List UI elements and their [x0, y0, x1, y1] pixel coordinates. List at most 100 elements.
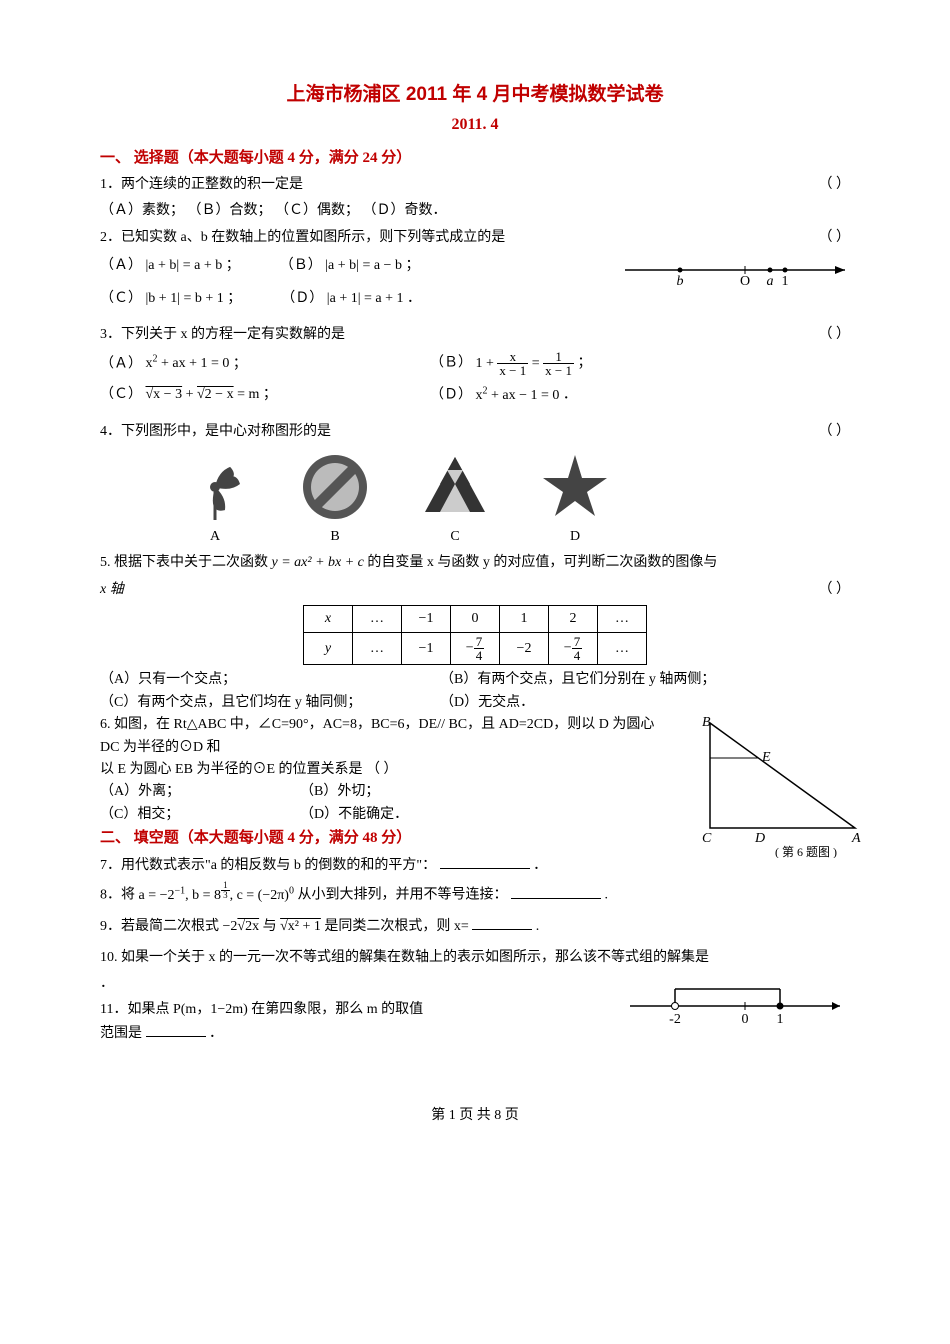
t-m1: −1	[402, 605, 451, 632]
page-title: 上海市杨浦区 2011 年 4 月中考模拟数学试卷	[100, 80, 850, 110]
q4-paren: （ ）	[819, 421, 851, 443]
t-y: y	[304, 633, 353, 665]
q3-a-eq: x2 + ax + 1 = 0	[146, 356, 230, 371]
q5-mid: 的自变量 x 与函数 y 的对应值，可判断二次函数的图像与	[367, 555, 717, 570]
question-8: 8．将 a = −2−1, b = 813, c = (−2π)0 从小到大排列…	[100, 881, 850, 907]
q3-paren: （ ）	[819, 324, 851, 346]
t-d4: …	[598, 633, 647, 665]
q5-paren: （ ）	[819, 579, 851, 601]
q9-r1: −2√2x	[223, 919, 260, 934]
q2-a-label: （Ａ）	[100, 258, 142, 273]
q2-d-eq: |a + 1| = a + 1	[327, 291, 404, 306]
no-entry-icon	[300, 452, 370, 522]
question-4: 4．下列图形中，是中心对称图形的是 （ ）	[100, 421, 850, 443]
t-x: x	[304, 605, 353, 632]
q4-stem: 4．下列图形中，是中心对称图形的是	[100, 424, 331, 439]
q8-pre: 8．将	[100, 888, 139, 903]
q3-b-eq: 1 + xx − 1 = 1x − 1	[476, 356, 578, 371]
q3-b-label: （Ｂ）	[430, 356, 472, 371]
q9-post: 是同类二次根式，则 x=	[324, 919, 468, 934]
q8-post: 从小到大排列，并用不等号连接：	[297, 888, 507, 903]
q1-stem: 1．两个连续的正整数的积一定是	[100, 177, 303, 192]
q9-end: .	[536, 919, 540, 934]
question-9: 9．若最简二次根式 −2√2x 与 √x² + 1 是同类二次根式，则 x= .	[100, 915, 850, 938]
q1-options: （Ａ）素数； （Ｂ）合数； （Ｃ）偶数； （Ｄ）奇数．	[100, 200, 850, 222]
star-icon	[540, 452, 610, 522]
q4-label-c: C	[420, 526, 490, 548]
pt-d: D	[754, 831, 765, 846]
question-2: 2．已知实数 a、b 在数轴上的位置如图所示，则下列等式成立的是 （ ）	[100, 227, 850, 249]
numline-a: a	[767, 274, 774, 289]
q1-paren: （ ）	[819, 174, 851, 196]
t-ym1: −1	[402, 633, 451, 665]
fan-icon	[180, 452, 250, 522]
q5-pre: 5. 根据下表中关于二次函数	[100, 555, 272, 570]
q4-label-d: D	[540, 526, 610, 548]
q5-opt-b: （B）有两个交点，且它们分别在 y 轴两侧；	[440, 669, 715, 691]
q9-blank	[472, 915, 532, 930]
q2-stem: 2．已知实数 a、b 在数轴上的位置如图所示，则下列等式成立的是	[100, 230, 505, 245]
q5-opt-a: （A）只有一个交点；	[100, 669, 440, 691]
q3-c-eq: √x − 3 + √2 − x = m	[146, 387, 260, 402]
q2-d-label: （Ｄ）	[281, 291, 323, 306]
triforce-icon	[420, 452, 490, 522]
q2-paren: （ ）	[819, 227, 851, 249]
q3-d-eq: x2 + ax − 1 = 0	[476, 388, 560, 403]
pt-e: E	[761, 750, 771, 765]
q9-r2: √x² + 1	[280, 919, 321, 934]
q8-expr: a = −2−1, b = 813, c = (−2π)0	[139, 888, 298, 903]
tick-1: 1	[777, 1012, 784, 1027]
q6-opt-d: （D）不能确定．	[300, 804, 408, 826]
section-1-heading: 一、 选择题（本大题每小题 4 分，满分 24 分）	[100, 146, 850, 170]
q6-opt-b: （B）外切；	[300, 781, 379, 803]
triangle-figure-icon: B E C D A ( 第 6 题图 )	[690, 708, 865, 858]
q3-stem: 3．下列关于 x 的方程一定有实数解的是	[100, 327, 345, 342]
q2-b-eq: |a + b| = a − b	[325, 258, 402, 273]
q7-end: ．	[533, 858, 547, 873]
q2-c-label: （Ｃ）	[100, 291, 142, 306]
page-footer: 第 1 页 共 8 页	[100, 1105, 850, 1127]
t-y2: −74	[549, 633, 598, 665]
q9-pre: 9．若最简二次根式	[100, 919, 223, 934]
q6-stem-1: 6. 如图，在 Rt△ABC 中，∠C=90°，AC=8，BC=6，DE// B…	[100, 714, 670, 759]
q6-opt-a: （A）外离；	[100, 781, 300, 803]
q7-stem: 7．用代数式表示"a 的相反数与 b 的倒数的和的平方"：	[100, 858, 436, 873]
numline-b: b	[677, 274, 684, 289]
q2-a-eq: |a + b| = a + b	[146, 258, 223, 273]
tick-m2: -2	[669, 1012, 681, 1027]
numline-1: 1	[782, 274, 789, 289]
q4-label-a: A	[180, 526, 250, 548]
number-line-icon: b O a 1	[620, 255, 860, 295]
q5-opt-c: （C）有两个交点，且它们均在 y 轴同侧；	[100, 692, 440, 714]
pt-c: C	[702, 831, 712, 846]
q5-table: x … −1 0 1 2 … y … −1 −74 −2 −74 …	[303, 605, 647, 665]
t-d2: …	[598, 605, 647, 632]
t-2: 2	[549, 605, 598, 632]
t-y0: −74	[451, 633, 500, 665]
q9-mid: 与	[263, 919, 281, 934]
question-10: 10. 如果一个关于 x 的一元一次不等式组的解集在数轴上的表示如图所示，那么该…	[100, 947, 850, 969]
t-1: 1	[500, 605, 549, 632]
question-5: 5. 根据下表中关于二次函数 y = ax² + bx + c 的自变量 x 与…	[100, 552, 850, 574]
t-d1: …	[353, 605, 402, 632]
pt-a: A	[851, 831, 861, 846]
q5-post: x 轴	[100, 582, 124, 597]
pt-b: B	[702, 715, 711, 730]
question-3: 3．下列关于 x 的方程一定有实数解的是 （ ）	[100, 324, 850, 346]
numline-o: O	[740, 274, 750, 289]
q11-stem2: 范围是	[100, 1026, 142, 1041]
q3-c-label: （Ｃ）	[100, 387, 142, 402]
q5-opt-d: （D）无交点．	[440, 692, 534, 714]
q4-label-b: B	[300, 526, 370, 548]
question-1: 1．两个连续的正整数的积一定是 （ ）	[100, 174, 850, 196]
q4-shapes: A B C D	[180, 452, 850, 548]
question-7: 7．用代数式表示"a 的相反数与 b 的倒数的和的平方"： ．	[100, 854, 850, 877]
q3-a-label: （Ａ）	[100, 356, 142, 371]
q6-opt-c: （C）相交；	[100, 804, 300, 826]
q2-b-label: （Ｂ）	[280, 258, 322, 273]
q11-stem: 11．如果点 P(m，1−2m) 在第四象限，那么 m 的取值	[100, 999, 500, 1021]
t-0: 0	[451, 605, 500, 632]
t-y1: −2	[500, 633, 549, 665]
tick-0: 0	[742, 1012, 749, 1027]
inequality-line-icon: -2 0 1	[620, 981, 850, 1031]
